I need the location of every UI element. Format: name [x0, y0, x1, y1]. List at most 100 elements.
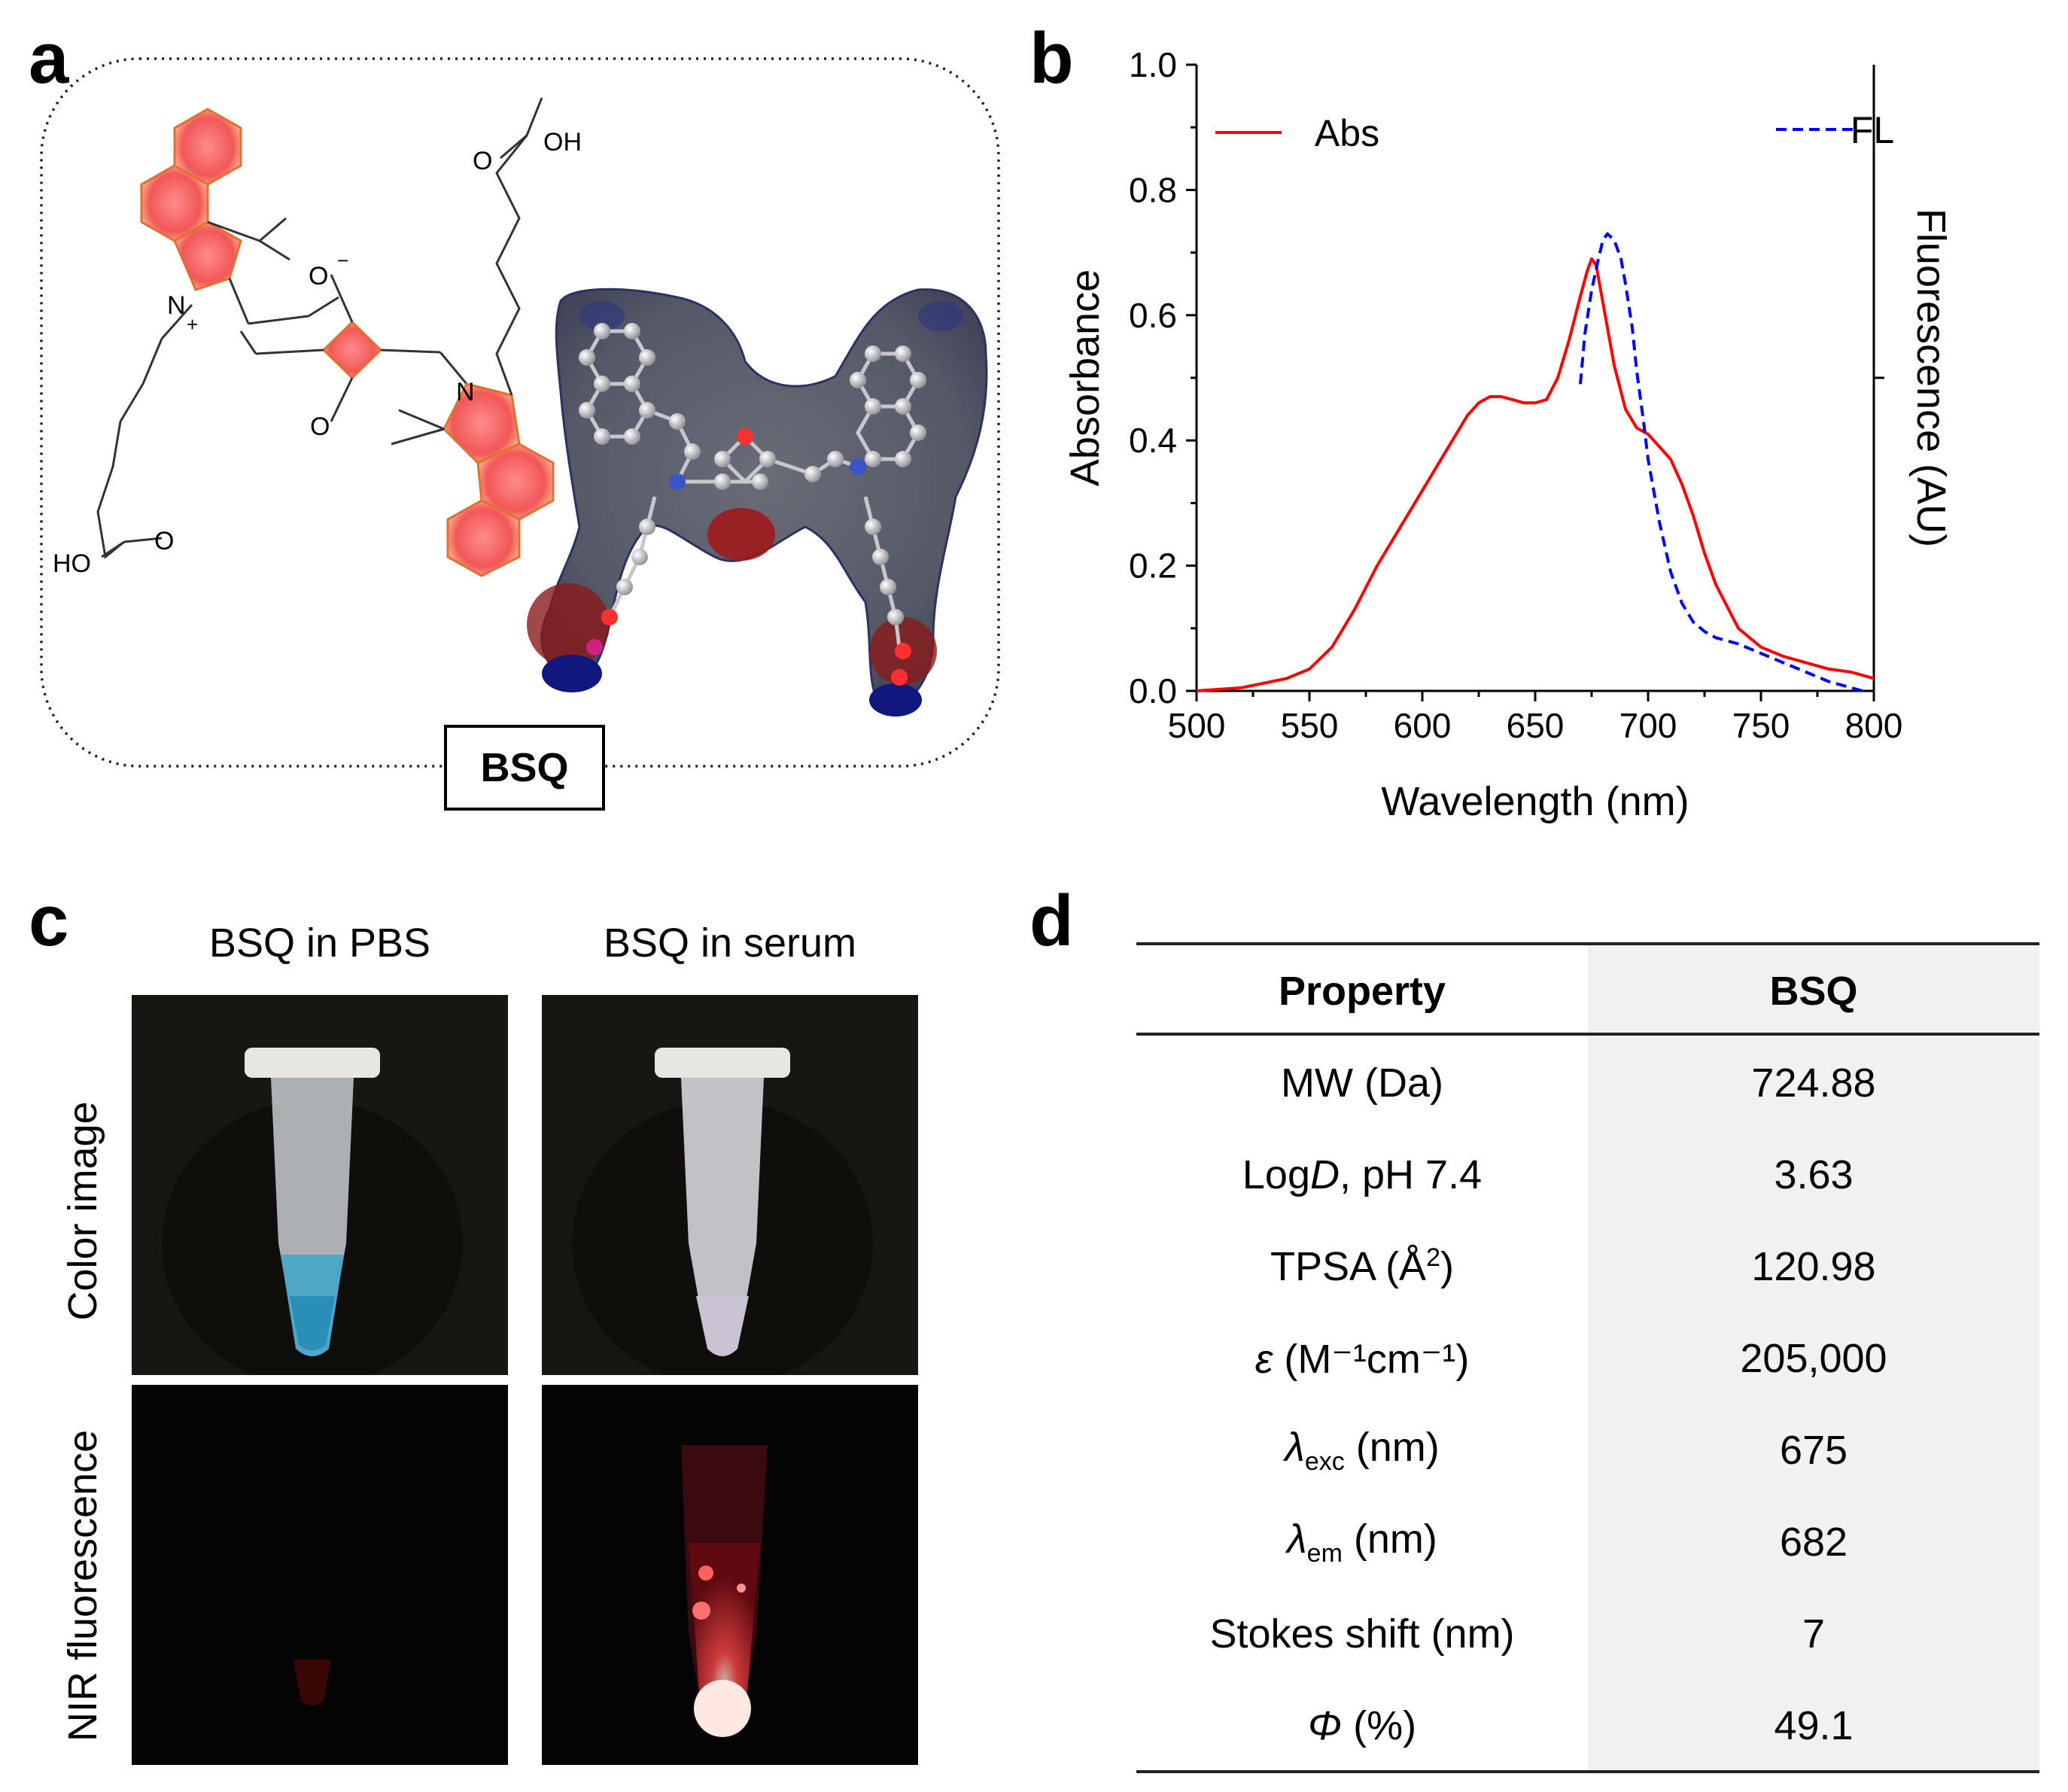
property-em: λ — [1287, 1517, 1307, 1562]
property-value: 120.98 — [1588, 1221, 2039, 1313]
y-tick-label: 0.0 — [1129, 671, 1177, 710]
bonds-core — [239, 274, 468, 422]
col-label-serum: BSQ in serum — [603, 920, 857, 966]
table-row: TPSA (Å2) 120.98 — [1136, 1221, 2039, 1313]
property-sup: 2 — [1426, 1243, 1440, 1272]
property-value: 3.63 — [1588, 1129, 2039, 1221]
x-tick-label: 500 — [1168, 706, 1226, 745]
x-tick-label: 750 — [1732, 706, 1790, 745]
property-sub: exc — [1304, 1447, 1345, 1476]
panel-letter-a: a — [29, 18, 69, 99]
property-name: λexc (nm) — [1136, 1404, 1588, 1496]
atom-plus: + — [187, 313, 198, 336]
property-em: D — [1310, 1152, 1340, 1197]
series-line-abs — [1196, 257, 1875, 692]
atom-o-top: O — [473, 147, 492, 175]
header-bsq: BSQ — [1588, 945, 2039, 1037]
property-post: (%) — [1342, 1703, 1417, 1748]
row-label-color: Color image — [60, 1101, 105, 1321]
highlight-rings-left — [140, 108, 242, 291]
x-tick-label: 800 — [1845, 706, 1903, 745]
y-tick-label: 0.8 — [1129, 170, 1177, 209]
property-value: 49.1 — [1588, 1680, 2039, 1772]
table-row: ε (M⁻¹cm⁻¹) 205,000 — [1136, 1313, 2039, 1404]
squaraine-ring — [321, 320, 383, 380]
table-row: λem (nm) 682 — [1136, 1496, 2039, 1588]
property-pre: TPSA (Å — [1270, 1244, 1427, 1289]
x-tick-label: 700 — [1619, 706, 1677, 745]
property-name: MW (Da) — [1136, 1037, 1588, 1129]
bonds-left — [96, 217, 339, 559]
property-em: λ — [1285, 1425, 1305, 1471]
row-label-nir: NIR fluorescence — [60, 1429, 105, 1742]
property-post: , pH 7.4 — [1340, 1152, 1483, 1197]
property-value: 675 — [1588, 1404, 2039, 1496]
col-label-pbs: BSQ in PBS — [208, 920, 431, 966]
y-tick-label: 0.4 — [1129, 421, 1177, 460]
property-pre: Stokes shift (nm) — [1209, 1611, 1515, 1657]
y-tick-label: 0.2 — [1129, 546, 1177, 586]
property-name: LogD, pH 7.4 — [1136, 1129, 1588, 1221]
atom-n-plus: N — [167, 291, 186, 320]
table-row: Φ (%) 49.1 — [1136, 1680, 2039, 1772]
table-row: λexc (nm) 675 — [1136, 1404, 2039, 1496]
table-bottom-rule — [1136, 1770, 2039, 1773]
y-axis-title: Absorbance — [1063, 269, 1108, 486]
photo-pbs-color — [132, 995, 508, 1375]
photo-serum-nir — [542, 1385, 918, 1765]
photo-serum-color — [542, 995, 918, 1375]
atom-minus: − — [337, 249, 348, 272]
y2-axis-title: Fluorescence (AU) — [1908, 208, 1954, 547]
bsq-label-box — [444, 725, 605, 811]
spectra-chart: 500 550 600 650 700 750 800 0.0 0.2 0.4 0.6 0.8 1.0 W… — [1063, 45, 1954, 824]
atom-oh-top: OH — [543, 128, 582, 157]
panel-letter-b: b — [1029, 18, 1074, 99]
bonds-right — [391, 97, 543, 446]
panel-letter-c: c — [29, 881, 69, 961]
y-tick-label: 0.6 — [1129, 296, 1177, 335]
ball-stick-atoms — [579, 323, 926, 686]
property-pre: Log — [1242, 1152, 1310, 1197]
property-value: 724.88 — [1588, 1037, 2039, 1129]
x-axis-title: Wavelength (nm) — [1381, 779, 1689, 824]
property-name: ε (M⁻¹cm⁻¹) — [1136, 1313, 1588, 1404]
property-value: 682 — [1588, 1496, 2039, 1588]
property-sub: em — [1306, 1538, 1343, 1568]
table-header-row: Property BSQ — [1136, 945, 2039, 1037]
table-row: LogD, pH 7.4 3.63 — [1136, 1129, 2039, 1221]
property-em: Φ — [1307, 1703, 1343, 1748]
property-value: 7 — [1588, 1588, 2039, 1680]
atom-n-2: N — [456, 378, 475, 406]
series-line-fl — [1579, 232, 1863, 692]
property-name: Stokes shift (nm) — [1136, 1588, 1588, 1680]
table-top-rule — [1136, 942, 2039, 945]
property-post: (nm) — [1344, 1425, 1440, 1471]
table-row: Stokes shift (nm) 7 — [1136, 1588, 2039, 1680]
legend-label-fl: FL — [1851, 109, 1894, 151]
property-post: ) — [1440, 1244, 1454, 1289]
header-property: Property — [1278, 969, 1446, 1014]
property-name: Φ (%) — [1136, 1680, 1588, 1772]
property-em: ε — [1254, 1336, 1273, 1382]
atom-o-bottom: O — [154, 527, 174, 555]
property-value: 205,000 — [1588, 1313, 2039, 1404]
properties-table: Property BSQ MW (Da) 724.88 LogD, pH 7.4 3.… — [1136, 945, 2039, 1772]
property-name: TPSA (Å2) — [1136, 1221, 1588, 1313]
panel-letter-d: d — [1029, 881, 1074, 961]
photo-pbs-nir — [132, 1385, 508, 1765]
property-post: (M⁻¹cm⁻¹) — [1273, 1336, 1470, 1382]
atom-o-ketone: O — [310, 412, 330, 441]
property-name: λem (nm) — [1136, 1496, 1588, 1588]
x-tick-label: 600 — [1394, 706, 1452, 745]
bsq-label: BSQ — [480, 745, 568, 790]
property-post: (nm) — [1342, 1517, 1437, 1562]
panel-a-structure: N + O − O N O OH HO O — [40, 57, 1000, 811]
table-row: MW (Da) 724.88 — [1136, 1037, 2039, 1129]
table-header-rule — [1136, 1033, 2039, 1036]
atom-ho-bottom: HO — [53, 549, 91, 578]
legend-label-abs: Abs — [1315, 112, 1379, 154]
atom-o-minus: O — [309, 262, 328, 291]
x-tick-label: 550 — [1281, 706, 1339, 745]
x-tick-label: 650 — [1507, 706, 1565, 745]
highlight-rings-right — [442, 382, 555, 577]
